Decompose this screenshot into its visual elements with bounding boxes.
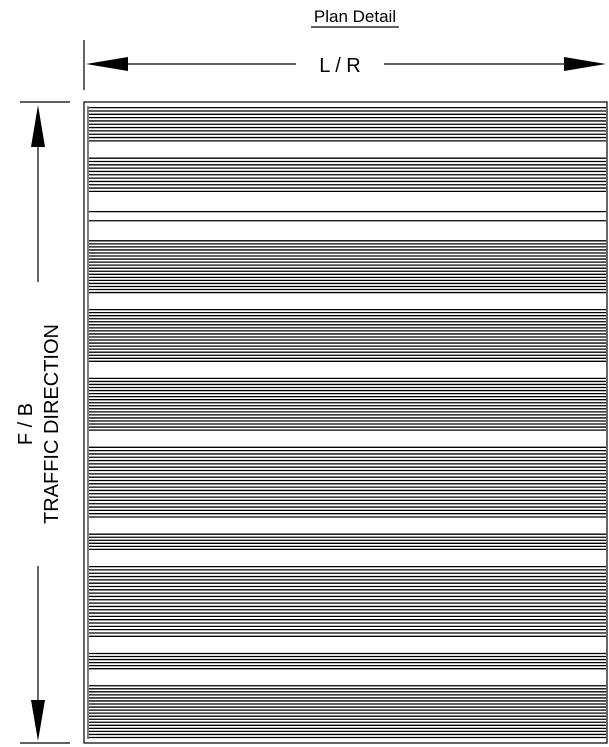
width-dimension: L / R (83, 40, 606, 90)
rib-lines (89, 107, 606, 739)
plan-view (83, 101, 608, 744)
drawing-title: Plan Detail (314, 7, 396, 26)
arrowhead-right (564, 57, 606, 71)
plan-outline (83, 101, 608, 744)
arrowhead-up (31, 105, 45, 147)
length-dimension-label-line-2: TRAFFIC DIRECTION (41, 324, 63, 524)
width-dimension-label: L / R (319, 55, 361, 77)
length-dimension: F / B TRAFFIC DIRECTION (15, 101, 70, 744)
length-dimension-label-line-1: F / B (15, 403, 37, 445)
arrowhead-down (31, 700, 45, 741)
arrowhead-left (86, 57, 128, 71)
